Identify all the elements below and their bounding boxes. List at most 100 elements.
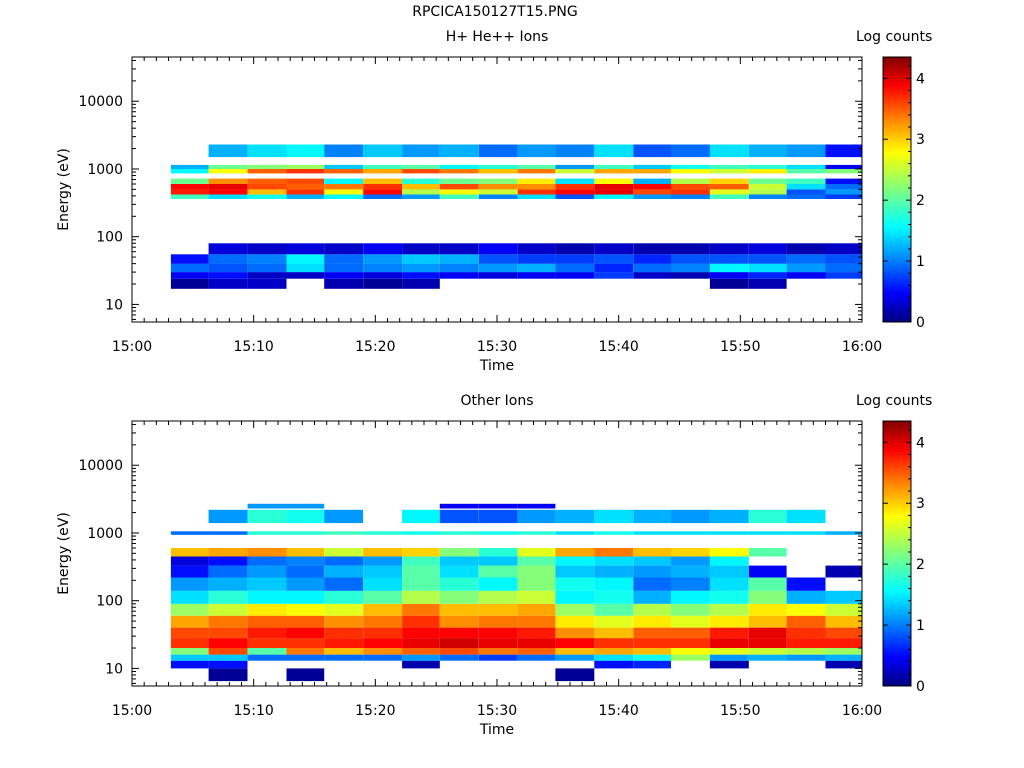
heatmap-cell (555, 590, 595, 604)
heatmap-cell (247, 278, 287, 289)
heatmap-cell (748, 278, 787, 289)
heatmap-cell (786, 263, 826, 273)
heatmap-cell (363, 648, 403, 655)
heatmap-cell (170, 272, 209, 279)
heatmap-cell (363, 548, 403, 557)
heatmap-cell (170, 638, 209, 648)
heatmap-cell (517, 615, 556, 628)
x-tick-label: 15:40 (598, 703, 638, 719)
heatmap-cell (555, 603, 595, 616)
heatmap-cell (247, 272, 287, 279)
heatmap-cell (825, 254, 862, 264)
heatmap-cell (709, 184, 749, 190)
heatmap-cell (633, 556, 671, 566)
heatmap-cell (825, 638, 862, 648)
heatmap-cell (517, 243, 556, 255)
heatmap-cell (324, 243, 364, 255)
heatmap-cell (517, 184, 556, 190)
heatmap-cell (478, 189, 518, 195)
heatmap-cell (517, 548, 556, 557)
heatmap-cell (208, 272, 248, 279)
heatmap-cell (170, 263, 209, 273)
heatmap-cell (594, 603, 634, 616)
heatmap-cell (324, 254, 364, 264)
heatmap-cell (709, 278, 749, 289)
heatmap-cell (439, 263, 479, 273)
heatmap-cell (594, 509, 634, 524)
heatmap-cell (825, 603, 862, 616)
heatmap-cell (208, 263, 248, 273)
heatmap-cell (402, 660, 440, 669)
heatmap-cell (247, 627, 287, 639)
heatmap-cell (439, 590, 479, 604)
heatmap-cell (324, 164, 364, 169)
heatmap-cell (671, 615, 710, 628)
heatmap-cell (594, 577, 634, 591)
heatmap-cell (170, 627, 209, 639)
panel-1-title: H+ He++ Ions (445, 29, 549, 45)
heatmap-cell (517, 556, 556, 566)
heatmap-cell (286, 556, 325, 566)
heatmap-cell (247, 577, 287, 591)
heatmap-cell (671, 194, 710, 199)
heatmap-cell (478, 503, 518, 509)
heatmap-cell (709, 648, 749, 655)
heatmap-cell (594, 272, 634, 279)
heatmap-cell (324, 638, 364, 648)
heatmap-cell (208, 178, 248, 184)
heatmap-cell (402, 278, 440, 289)
heatmap-cell (748, 189, 787, 195)
page-title: RPCICA150127T15.PNG (412, 4, 578, 20)
colorbar-2-label: Log counts (856, 393, 933, 409)
heatmap-cell (247, 254, 287, 264)
heatmap-cell (402, 509, 440, 524)
heatmap-cell (555, 531, 595, 535)
heatmap-cell (208, 565, 248, 578)
heatmap-cell (517, 531, 556, 535)
heatmap-cell (208, 615, 248, 628)
heatmap-cell (555, 263, 595, 273)
heatmap-cell (439, 184, 479, 190)
heatmap-cell (633, 654, 671, 661)
heatmap-cell (671, 263, 710, 273)
heatmap-cell (748, 590, 787, 604)
heatmap-cell (170, 254, 209, 264)
heatmap-cell (671, 627, 710, 639)
heatmap-cell (709, 169, 749, 174)
heatmap-cell (247, 638, 287, 648)
heatmap-cell (478, 254, 518, 264)
heatmap-cell (478, 548, 518, 557)
heatmap-cell (633, 590, 671, 604)
heatmap-cell (402, 243, 440, 255)
y-tick-label: 10000 (78, 458, 123, 474)
heatmap-cell (402, 144, 440, 158)
heatmap-cell (247, 194, 287, 199)
heatmap-cell (671, 509, 710, 524)
heatmap-cell (324, 509, 364, 524)
heatmap-cell (748, 654, 787, 661)
heatmap-cell (402, 565, 440, 578)
heatmap-cell (709, 509, 749, 524)
heatmap-cell (671, 577, 710, 591)
heatmap-cell (170, 590, 209, 604)
heatmap-cell (594, 189, 634, 195)
heatmap-cell (402, 254, 440, 264)
heatmap-cell (709, 654, 749, 661)
heatmap-cell (709, 660, 749, 669)
heatmap-cell (402, 184, 440, 190)
heatmap-cell (633, 660, 671, 669)
heatmap-cell (402, 648, 440, 655)
heatmap-cell (633, 627, 671, 639)
panel-2-title: Other Ions (460, 393, 534, 409)
heatmap-cell (439, 638, 479, 648)
heatmap-cell (748, 194, 787, 199)
heatmap-cell (633, 184, 671, 190)
y-tick-label: 100 (96, 594, 123, 610)
heatmap-cell (286, 189, 325, 195)
heatmap-cell (633, 577, 671, 591)
heatmap-cell (247, 565, 287, 578)
heatmap-cell (402, 577, 440, 591)
heatmap-cell (517, 272, 556, 279)
heatmap-cell (402, 556, 440, 566)
